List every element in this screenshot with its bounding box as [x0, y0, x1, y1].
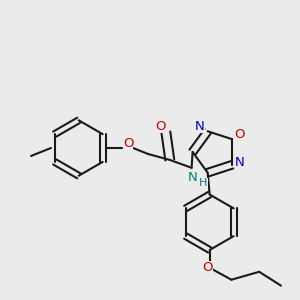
Text: N: N — [188, 171, 197, 184]
Text: O: O — [235, 128, 245, 141]
Text: O: O — [156, 120, 166, 133]
Text: N: N — [235, 156, 245, 169]
Text: N: N — [195, 120, 205, 133]
Text: O: O — [123, 136, 134, 150]
Text: H: H — [199, 178, 208, 188]
Text: O: O — [202, 261, 213, 274]
